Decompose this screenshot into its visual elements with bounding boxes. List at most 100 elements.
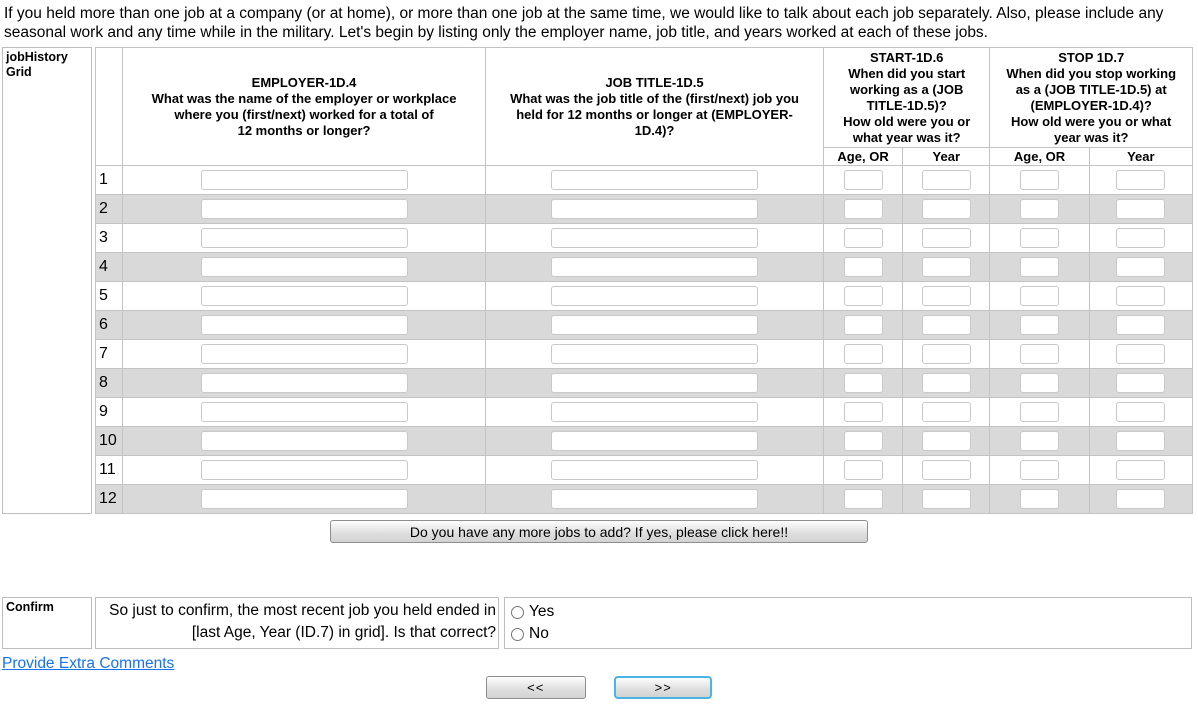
start-age-input[interactable] bbox=[843, 344, 883, 364]
start-age-cell bbox=[822, 194, 904, 224]
job-title-cell bbox=[485, 426, 824, 456]
job-title-input[interactable] bbox=[551, 344, 758, 364]
job-title-cell bbox=[485, 310, 824, 340]
confirm-yes-radio[interactable] bbox=[511, 605, 524, 619]
start-year-input[interactable] bbox=[921, 344, 971, 364]
job-title-input[interactable] bbox=[551, 373, 758, 393]
employer-input[interactable] bbox=[200, 170, 408, 190]
job-title-input[interactable] bbox=[551, 489, 758, 509]
extra-comments-link[interactable]: Provide Extra Comments bbox=[2, 655, 175, 672]
stop-year-input[interactable] bbox=[1116, 228, 1166, 248]
employer-input[interactable] bbox=[200, 460, 408, 480]
start-year-input[interactable] bbox=[921, 460, 971, 480]
job-title-input[interactable] bbox=[551, 431, 758, 451]
stop-age-input[interactable] bbox=[1020, 373, 1060, 393]
employer-cell bbox=[122, 252, 487, 282]
stop-age-cell bbox=[989, 397, 1090, 427]
start-year-input[interactable] bbox=[921, 257, 971, 277]
start-year-input[interactable] bbox=[921, 431, 971, 451]
confirm-no-option[interactable]: No bbox=[511, 623, 1185, 645]
stop-year-input[interactable] bbox=[1116, 199, 1166, 219]
job-title-input[interactable] bbox=[551, 257, 758, 277]
stop-age-input[interactable] bbox=[1020, 489, 1060, 509]
job-history-rows: 1 2 3 4 bbox=[94, 165, 1194, 514]
job-title-input[interactable] bbox=[551, 199, 758, 219]
back-button[interactable]: << bbox=[485, 676, 586, 699]
stop-age-input[interactable] bbox=[1020, 315, 1060, 335]
start-age-input[interactable] bbox=[843, 402, 883, 422]
stop-age-input[interactable] bbox=[1020, 257, 1060, 277]
employer-input[interactable] bbox=[200, 402, 408, 422]
stop-year-cell bbox=[1088, 194, 1194, 224]
start-age-input[interactable] bbox=[843, 257, 883, 277]
stop-year-input[interactable] bbox=[1116, 344, 1166, 364]
stop-year-input[interactable] bbox=[1116, 373, 1166, 393]
start-year-subheader: Year bbox=[902, 147, 991, 166]
job-title-cell bbox=[485, 339, 824, 369]
stop-age-input[interactable] bbox=[1020, 402, 1060, 422]
stop-year-input[interactable] bbox=[1116, 460, 1166, 480]
employer-input[interactable] bbox=[200, 489, 408, 509]
stop-age-input[interactable] bbox=[1020, 344, 1060, 364]
stop-year-input[interactable] bbox=[1116, 489, 1166, 509]
employer-input[interactable] bbox=[200, 228, 408, 248]
start-year-input[interactable] bbox=[921, 489, 971, 509]
row-number: 10 bbox=[94, 426, 124, 456]
confirm-no-radio[interactable] bbox=[511, 627, 524, 641]
employer-input[interactable] bbox=[200, 286, 408, 306]
stop-year-input[interactable] bbox=[1116, 315, 1166, 335]
stop-age-input[interactable] bbox=[1020, 199, 1060, 219]
stop-age-input[interactable] bbox=[1020, 286, 1060, 306]
employer-input[interactable] bbox=[200, 315, 408, 335]
start-age-input[interactable] bbox=[843, 373, 883, 393]
stop-year-input[interactable] bbox=[1116, 257, 1166, 277]
start-year-input[interactable] bbox=[921, 402, 971, 422]
stop-age-input[interactable] bbox=[1020, 460, 1060, 480]
employer-input[interactable] bbox=[200, 257, 408, 277]
stop-year-input[interactable] bbox=[1116, 431, 1166, 451]
start-year-input[interactable] bbox=[921, 373, 971, 393]
stop-age-cell bbox=[989, 484, 1090, 514]
start-year-input[interactable] bbox=[921, 315, 971, 335]
more-jobs-button[interactable]: Do you have any more jobs to add? If yes… bbox=[330, 520, 868, 543]
start-age-input[interactable] bbox=[843, 199, 883, 219]
stop-age-input[interactable] bbox=[1020, 431, 1060, 451]
start-year-input[interactable] bbox=[921, 228, 971, 248]
employer-input[interactable] bbox=[200, 344, 408, 364]
start-year-cell bbox=[902, 484, 991, 514]
next-button[interactable]: >> bbox=[614, 676, 713, 699]
stop-year-input[interactable] bbox=[1116, 170, 1166, 190]
start-age-input[interactable] bbox=[843, 170, 883, 190]
job-title-input[interactable] bbox=[551, 402, 758, 422]
start-age-input[interactable] bbox=[843, 460, 883, 480]
start-age-input[interactable] bbox=[843, 286, 883, 306]
job-title-cell bbox=[485, 484, 824, 514]
job-title-input[interactable] bbox=[551, 460, 758, 480]
stop-year-input[interactable] bbox=[1116, 402, 1166, 422]
start-column-header: START-1D.6 When did you start working as… bbox=[822, 47, 991, 148]
confirm-yes-option[interactable]: Yes bbox=[511, 601, 1185, 623]
employer-input[interactable] bbox=[200, 199, 408, 219]
start-year-input[interactable] bbox=[921, 170, 971, 190]
job-title-input[interactable] bbox=[551, 228, 758, 248]
confirm-section: Confirm So just to confirm, the most rec… bbox=[2, 597, 1196, 649]
stop-year-input[interactable] bbox=[1116, 286, 1166, 306]
job-title-input[interactable] bbox=[551, 170, 758, 190]
start-age-input[interactable] bbox=[843, 315, 883, 335]
employer-input[interactable] bbox=[200, 431, 408, 451]
start-age-input[interactable] bbox=[843, 228, 883, 248]
start-year-input[interactable] bbox=[921, 199, 971, 219]
employer-column-header: EMPLOYER-1D.4 What was the name of the e… bbox=[122, 47, 487, 166]
job-title-input[interactable] bbox=[551, 286, 758, 306]
employer-cell bbox=[122, 368, 487, 398]
stop-code: STOP 1D.7 bbox=[1058, 49, 1125, 65]
start-year-input[interactable] bbox=[921, 286, 971, 306]
start-year-cell bbox=[902, 455, 991, 485]
employer-input[interactable] bbox=[200, 373, 408, 393]
stop-age-input[interactable] bbox=[1020, 170, 1060, 190]
stop-age-input[interactable] bbox=[1020, 228, 1060, 248]
job-title-cell bbox=[485, 165, 824, 195]
start-age-input[interactable] bbox=[843, 489, 883, 509]
job-title-input[interactable] bbox=[551, 315, 758, 335]
start-age-input[interactable] bbox=[843, 431, 883, 451]
